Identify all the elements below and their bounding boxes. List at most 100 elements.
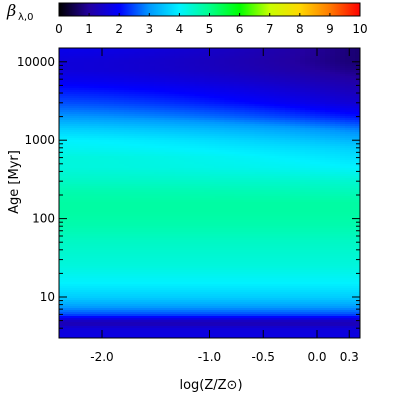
- heatmap-cell: [274, 166, 281, 169]
- heatmap-cell: [69, 116, 75, 119]
- heatmap-cell: [164, 170, 170, 173]
- heatmap-cell: [199, 102, 206, 105]
- heatmap-cell: [164, 180, 170, 183]
- heatmap-cell: [69, 140, 75, 143]
- heatmap-cell: [204, 124, 211, 127]
- heatmap-cell: [319, 68, 326, 71]
- heatmap-cell: [349, 134, 356, 137]
- heatmap-cell: [229, 198, 236, 201]
- heatmap-cell: [104, 156, 110, 159]
- heatmap-cell: [344, 168, 351, 171]
- heatmap-cell: [324, 174, 331, 177]
- heatmap-cell: [174, 52, 180, 55]
- heatmap-cell: [109, 116, 115, 119]
- heatmap-cell: [354, 58, 361, 61]
- heatmap-cell: [179, 132, 186, 135]
- heatmap-cell: [224, 174, 231, 177]
- heatmap-cell: [319, 136, 326, 139]
- heatmap-cell: [74, 92, 80, 95]
- heatmap-cell: [184, 112, 191, 115]
- heatmap-cell: [229, 112, 236, 115]
- heatmap-cell: [249, 158, 256, 161]
- heatmap-cell: [274, 138, 281, 141]
- heatmap-cell: [244, 106, 251, 109]
- heatmap-cell: [334, 76, 341, 79]
- heatmap-cell: [289, 146, 296, 149]
- heatmap-cell: [114, 144, 120, 147]
- heatmap-cell: [64, 102, 70, 105]
- heatmap-cell: [209, 92, 216, 95]
- heatmap-cell: [114, 102, 120, 105]
- heatmap-cell: [349, 130, 356, 133]
- heatmap-cell: [129, 60, 135, 63]
- heatmap-cell: [234, 192, 241, 195]
- heatmap-cell: [139, 166, 145, 169]
- heatmap-cell: [84, 170, 90, 173]
- heatmap-cell: [99, 84, 105, 87]
- heatmap-cell: [89, 150, 95, 153]
- heatmap-cell: [59, 118, 65, 121]
- heatmap-cell: [119, 136, 125, 139]
- heatmap-cell: [344, 194, 351, 197]
- heatmap-cell: [149, 186, 155, 189]
- heatmap-cell: [84, 126, 90, 129]
- heatmap-cell: [284, 70, 291, 73]
- heatmap-cell: [174, 206, 180, 209]
- heatmap-cell: [199, 110, 206, 113]
- heatmap-cell: [294, 152, 301, 155]
- heatmap-cell: [199, 170, 206, 173]
- heatmap-cell: [94, 138, 100, 141]
- heatmap-cell: [109, 134, 115, 137]
- heatmap-cell: [309, 70, 316, 73]
- heatmap-cell: [174, 140, 180, 143]
- heatmap-cell: [144, 84, 150, 87]
- heatmap-cell: [239, 84, 246, 87]
- heatmap-cell: [259, 86, 266, 89]
- heatmap-cell: [279, 206, 286, 209]
- heatmap-cell: [94, 114, 100, 117]
- heatmap-cell: [204, 158, 211, 161]
- heatmap-cell: [169, 158, 175, 161]
- heatmap-cell: [309, 186, 316, 189]
- heatmap-cell: [314, 82, 321, 85]
- heatmap-cell: [244, 118, 251, 121]
- heatmap-cell: [179, 122, 186, 125]
- heatmap-cell: [64, 54, 70, 57]
- heatmap-cell: [259, 186, 266, 189]
- heatmap-cell: [134, 104, 140, 107]
- heatmap-cell: [204, 178, 211, 181]
- heatmap-cell: [314, 64, 321, 67]
- heatmap-cell: [344, 110, 351, 113]
- heatmap-cell: [344, 200, 351, 203]
- heatmap-cell: [104, 78, 110, 81]
- heatmap-cell: [264, 194, 271, 197]
- heatmap-cell: [94, 96, 100, 99]
- heatmap-cell: [154, 178, 160, 181]
- heatmap-cell: [354, 190, 361, 193]
- heatmap-cell: [184, 106, 191, 109]
- heatmap-cell: [309, 204, 316, 207]
- heatmap-cell: [244, 94, 251, 97]
- heatmap-cell: [209, 174, 216, 177]
- heatmap-cell: [284, 60, 291, 63]
- heatmap-cell: [99, 184, 105, 187]
- heatmap-cell: [154, 84, 160, 87]
- heatmap-cell: [134, 68, 140, 71]
- heatmap-cell: [169, 152, 175, 155]
- heatmap-cell: [234, 84, 241, 87]
- heatmap-cell: [209, 134, 216, 137]
- heatmap-cell: [354, 210, 361, 213]
- heatmap-cell: [344, 172, 351, 175]
- heatmap-cell: [169, 92, 175, 95]
- heatmap-cell: [124, 156, 130, 159]
- heatmap-cell: [334, 202, 341, 205]
- heatmap-cell: [59, 110, 65, 113]
- heatmap-cell: [169, 138, 175, 141]
- heatmap-cell: [229, 128, 236, 131]
- heatmap-cell: [299, 98, 306, 101]
- heatmap-cell: [264, 100, 271, 103]
- heatmap-cell: [59, 154, 65, 157]
- heatmap-cell: [304, 48, 311, 51]
- heatmap-cell: [119, 190, 125, 193]
